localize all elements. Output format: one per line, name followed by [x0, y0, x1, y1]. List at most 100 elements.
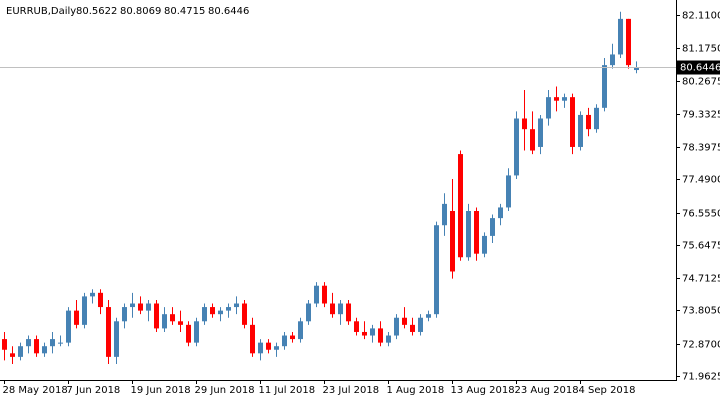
candle-body	[498, 207, 503, 219]
candle-body	[50, 339, 55, 347]
x-tick-label: 7 Jun 2018	[67, 385, 121, 396]
candle-body	[74, 310, 79, 325]
candle-body	[490, 218, 495, 236]
candle-body	[306, 303, 311, 322]
candle-body	[346, 303, 351, 322]
candle-body	[18, 346, 23, 357]
header-open: 80.5622	[76, 6, 117, 17]
candle-body	[538, 118, 543, 147]
candle-body	[362, 331, 367, 336]
candle-body	[618, 18, 623, 55]
candle-body	[394, 317, 399, 336]
candle-body	[162, 314, 167, 329]
candle-body	[634, 67, 639, 71]
candle-body	[330, 303, 335, 315]
candle-body	[594, 107, 599, 130]
candle-body	[458, 154, 463, 258]
candle-body	[378, 328, 383, 343]
candle-body	[138, 303, 143, 311]
x-tick-label: 4 Sep 2018	[579, 385, 636, 396]
candle-body	[298, 321, 303, 340]
candle-body	[434, 225, 439, 315]
candle-body	[322, 285, 327, 304]
x-tick-label: 29 Jun 2018	[195, 385, 255, 396]
candle-body	[210, 307, 215, 315]
candle-body	[178, 321, 183, 325]
candle-body	[402, 317, 407, 325]
candle-body	[562, 97, 567, 101]
x-tick-label: 23 Jul 2018	[323, 385, 380, 396]
x-tick-label: 19 Jun 2018	[131, 385, 191, 396]
candle-body	[106, 307, 111, 357]
candle-body	[450, 211, 455, 272]
candle-body	[282, 335, 287, 347]
header-low: 80.4715	[164, 6, 205, 17]
candle-body	[338, 303, 343, 315]
candle-body	[186, 324, 191, 343]
candle-body	[154, 303, 159, 329]
candle-body	[530, 129, 535, 151]
candle-body	[130, 303, 135, 308]
y-tick-label: 79.3325	[682, 110, 720, 121]
candle-body	[610, 54, 615, 66]
candle-body	[290, 335, 295, 340]
candle-body	[474, 211, 479, 254]
y-tick-label: 71.9625	[682, 372, 720, 383]
candle-body	[554, 97, 559, 101]
candle-body	[354, 321, 359, 332]
candle-body	[626, 18, 631, 66]
candle-body	[418, 317, 423, 332]
candle-body	[258, 342, 263, 354]
candle-body	[522, 118, 527, 130]
y-tick-label: 76.5550	[682, 209, 720, 220]
candle-body	[122, 307, 127, 322]
candle-body	[442, 203, 447, 226]
x-tick-label: 23 Aug 2018	[515, 385, 579, 396]
y-tick-label: 82.1100	[682, 11, 720, 22]
y-tick-label: 75.6475	[682, 241, 720, 252]
candle-body	[170, 314, 175, 322]
candle-body	[506, 175, 511, 208]
candle-body	[602, 65, 607, 108]
candle-body	[226, 307, 231, 311]
candle-body	[426, 314, 431, 318]
candle-body	[386, 335, 391, 343]
candle-body	[570, 97, 575, 147]
candle-body	[370, 328, 375, 336]
y-tick-label: 77.4900	[682, 175, 720, 186]
x-tick-label: 28 May 2018	[3, 385, 68, 396]
y-tick-label: 78.3975	[682, 143, 720, 154]
candle-body	[586, 114, 591, 130]
y-tick-label: 73.8050	[682, 306, 720, 317]
y-tick-label: 72.8700	[682, 340, 720, 351]
candle-body	[242, 303, 247, 325]
candle-body	[34, 339, 39, 354]
price-label: 80.6446	[680, 63, 720, 74]
candle-body	[466, 211, 471, 258]
candle-body	[274, 346, 279, 350]
candle-body	[578, 114, 583, 147]
candle-body	[546, 97, 551, 119]
candle-body	[26, 339, 31, 347]
x-tick-label: 13 Aug 2018	[451, 385, 515, 396]
x-tick-label: 1 Aug 2018	[387, 385, 445, 396]
candle-body	[10, 353, 15, 357]
candle-body	[202, 307, 207, 322]
header-high: 80.8069	[120, 6, 161, 17]
candle-body	[194, 321, 199, 343]
y-tick-label: 80.2675	[682, 77, 720, 88]
candle-body	[90, 292, 95, 297]
candle-body	[42, 346, 47, 354]
candle-body	[146, 303, 151, 311]
candle-body	[98, 292, 103, 308]
candle-body	[234, 303, 239, 308]
candle-body	[514, 118, 519, 176]
candle-body	[114, 321, 119, 357]
candle-body	[410, 324, 415, 332]
candle-body	[314, 285, 319, 304]
candle-body	[218, 310, 223, 315]
y-tick-label: 81.1750	[682, 44, 720, 55]
candle-body	[250, 324, 255, 354]
